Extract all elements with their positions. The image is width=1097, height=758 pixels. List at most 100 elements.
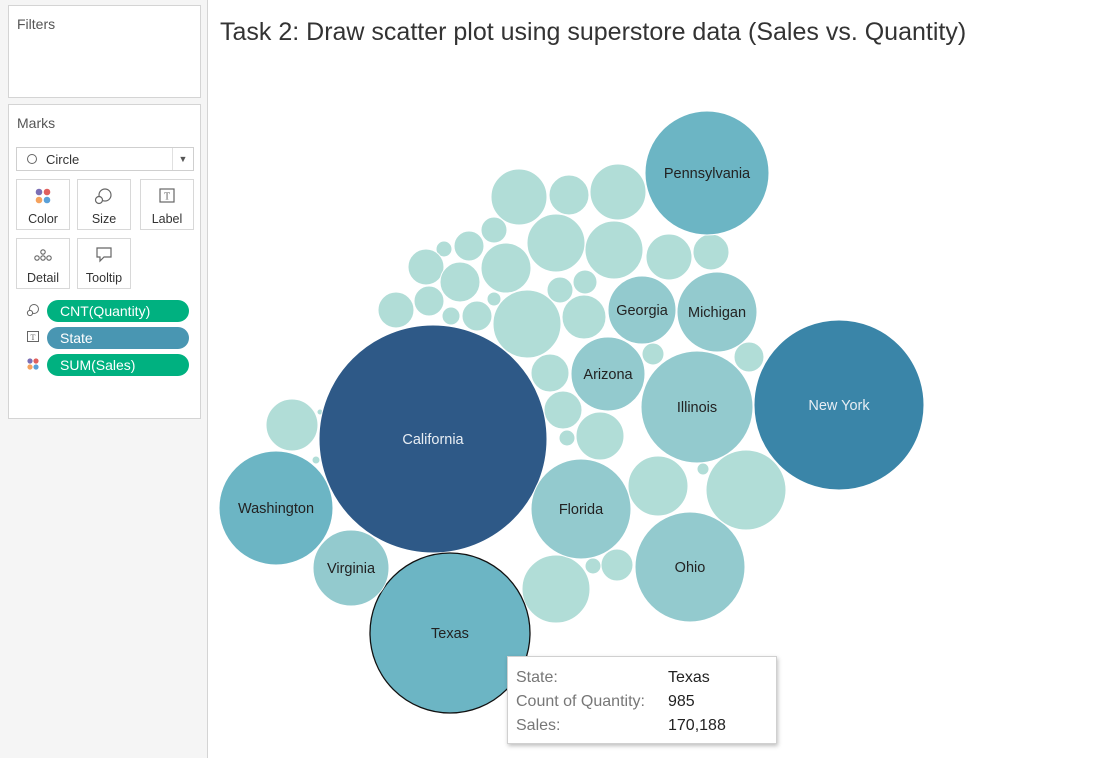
bubble-illinois[interactable] — [640, 350, 754, 464]
bubble-label-georgia: Georgia — [616, 303, 669, 319]
field-pill-sum-sales[interactable]: SUM(Sales) — [47, 354, 189, 376]
bubble-unlabeled[interactable] — [692, 233, 730, 271]
bubble-unlabeled[interactable] — [705, 449, 787, 531]
bubble-unlabeled[interactable] — [584, 220, 644, 280]
label-button-label: Label — [151, 212, 183, 226]
filters-title: Filters — [17, 16, 56, 32]
bubble-label-new-york: New York — [808, 398, 870, 414]
tooltip-count-value: 985 — [668, 693, 695, 710]
bubble-unlabeled[interactable] — [492, 289, 562, 359]
pill-row-label: T State — [21, 327, 199, 349]
bubble-unlabeled[interactable] — [572, 269, 598, 295]
bubble-unlabeled[interactable] — [377, 291, 415, 329]
bubble-new-york[interactable] — [753, 319, 925, 491]
bubble-unlabeled[interactable] — [453, 230, 485, 262]
color-icon — [17, 187, 69, 205]
bubble-unlabeled[interactable] — [521, 554, 591, 624]
detail-icon — [17, 246, 69, 264]
bubble-label-florida: Florida — [559, 502, 604, 518]
bubble-ohio[interactable] — [634, 511, 746, 623]
circle-icon — [27, 154, 37, 164]
bubble-unlabeled[interactable] — [311, 455, 321, 465]
bubble-label-pennsylvania: Pennsylvania — [664, 166, 751, 182]
bubble-unlabeled[interactable] — [530, 353, 570, 393]
tooltip-icon — [78, 246, 130, 264]
bubble-unlabeled[interactable] — [733, 341, 765, 373]
bubble-unlabeled[interactable] — [600, 548, 634, 582]
bubble-label-arizona: Arizona — [583, 367, 633, 383]
bubble-unlabeled[interactable] — [265, 398, 319, 452]
label-icon: T — [141, 187, 193, 205]
svg-text:T: T — [31, 333, 36, 342]
detail-button-label: Detail — [27, 271, 59, 285]
bubble-washington[interactable] — [218, 450, 334, 566]
size-button-label: Size — [91, 212, 117, 226]
size-button[interactable]: Size — [77, 179, 131, 230]
pill-row-color: SUM(Sales) — [21, 354, 199, 376]
filters-card[interactable]: Filters — [8, 5, 201, 98]
bubble-unlabeled[interactable] — [526, 213, 586, 273]
label-button[interactable]: T Label — [140, 179, 194, 230]
bubble-label-michigan: Michigan — [688, 305, 746, 321]
svg-text:T: T — [164, 192, 170, 203]
mark-type-value: Circle — [46, 152, 80, 167]
bubble-unlabeled[interactable] — [461, 300, 493, 332]
bubble-california[interactable] — [318, 324, 548, 554]
bubble-unlabeled[interactable] — [584, 557, 602, 575]
tooltip-count-label: Count of Quantity: — [516, 693, 645, 710]
bubble-texas[interactable] — [369, 552, 531, 714]
bubble-virginia[interactable] — [312, 529, 390, 607]
bubble-unlabeled[interactable] — [561, 294, 607, 340]
bubble-unlabeled[interactable] — [407, 248, 445, 286]
bubble-unlabeled[interactable] — [548, 174, 590, 216]
chevron-down-icon[interactable]: ▼ — [172, 148, 193, 170]
bubble-unlabeled[interactable] — [627, 455, 689, 517]
tooltip-sales-value: 170,188 — [668, 717, 726, 734]
field-pill-state[interactable]: State — [47, 327, 189, 349]
color-button[interactable]: Color — [16, 179, 70, 230]
detail-button[interactable]: Detail — [16, 238, 70, 289]
bubble-unlabeled[interactable] — [480, 216, 508, 244]
bubble-unlabeled[interactable] — [486, 291, 502, 307]
bubble-label-texas: Texas — [431, 626, 469, 642]
worksheet-title: Task 2: Draw scatter plot using supersto… — [220, 18, 967, 46]
bubble-georgia[interactable] — [607, 275, 677, 345]
bubble-unlabeled[interactable] — [558, 429, 576, 447]
bubble-unlabeled[interactable] — [546, 276, 574, 304]
bubble-label-washington: Washington — [238, 501, 314, 517]
tooltip-state-value: Texas — [668, 669, 710, 686]
bubble-unlabeled[interactable] — [480, 242, 532, 294]
bubble-unlabeled[interactable] — [575, 411, 625, 461]
bubble-pennsylvania[interactable] — [644, 110, 770, 236]
bubble-unlabeled[interactable] — [696, 462, 710, 476]
color-button-label: Color — [28, 212, 58, 226]
tooltip-button-label: Tooltip — [85, 271, 123, 285]
field-pill-cnt-quantity[interactable]: CNT(Quantity) — [47, 300, 189, 322]
left-pane: Filters Marks Circle ▼ Color — [0, 0, 208, 758]
label-icon: T — [26, 330, 40, 344]
bubble-unlabeled[interactable] — [589, 163, 647, 221]
bubble-unlabeled[interactable] — [439, 261, 481, 303]
bubble-unlabeled[interactable] — [543, 390, 583, 430]
bubble-label-illinois: Illinois — [677, 400, 717, 416]
bubble-label-virginia: Virginia — [327, 561, 376, 577]
tooltip-button[interactable]: Tooltip — [77, 238, 131, 289]
bubble-michigan[interactable] — [676, 271, 758, 353]
pill-row-size: CNT(Quantity) — [21, 300, 199, 322]
mark-type-dropdown[interactable]: Circle ▼ — [16, 147, 194, 171]
bubble-unlabeled[interactable] — [645, 233, 693, 281]
bubble-unlabeled[interactable] — [490, 168, 548, 226]
size-icon — [26, 303, 40, 317]
bubble-unlabeled[interactable] — [641, 342, 665, 366]
bubble-florida[interactable] — [530, 458, 632, 560]
tooltip-state-label: State: — [516, 669, 558, 686]
tooltip-sales-label: Sales: — [516, 717, 561, 734]
bubble-arizona[interactable] — [570, 336, 646, 412]
bubble-unlabeled[interactable] — [435, 240, 453, 258]
bubble-label-california: California — [402, 432, 464, 448]
bubble-unlabeled[interactable] — [441, 306, 461, 326]
bubble-label-ohio: Ohio — [675, 560, 706, 576]
bubble-chart: California New York Texas Washington Pennsyl… — [218, 110, 925, 714]
bubble-unlabeled[interactable] — [413, 285, 445, 317]
size-icon — [78, 187, 130, 205]
